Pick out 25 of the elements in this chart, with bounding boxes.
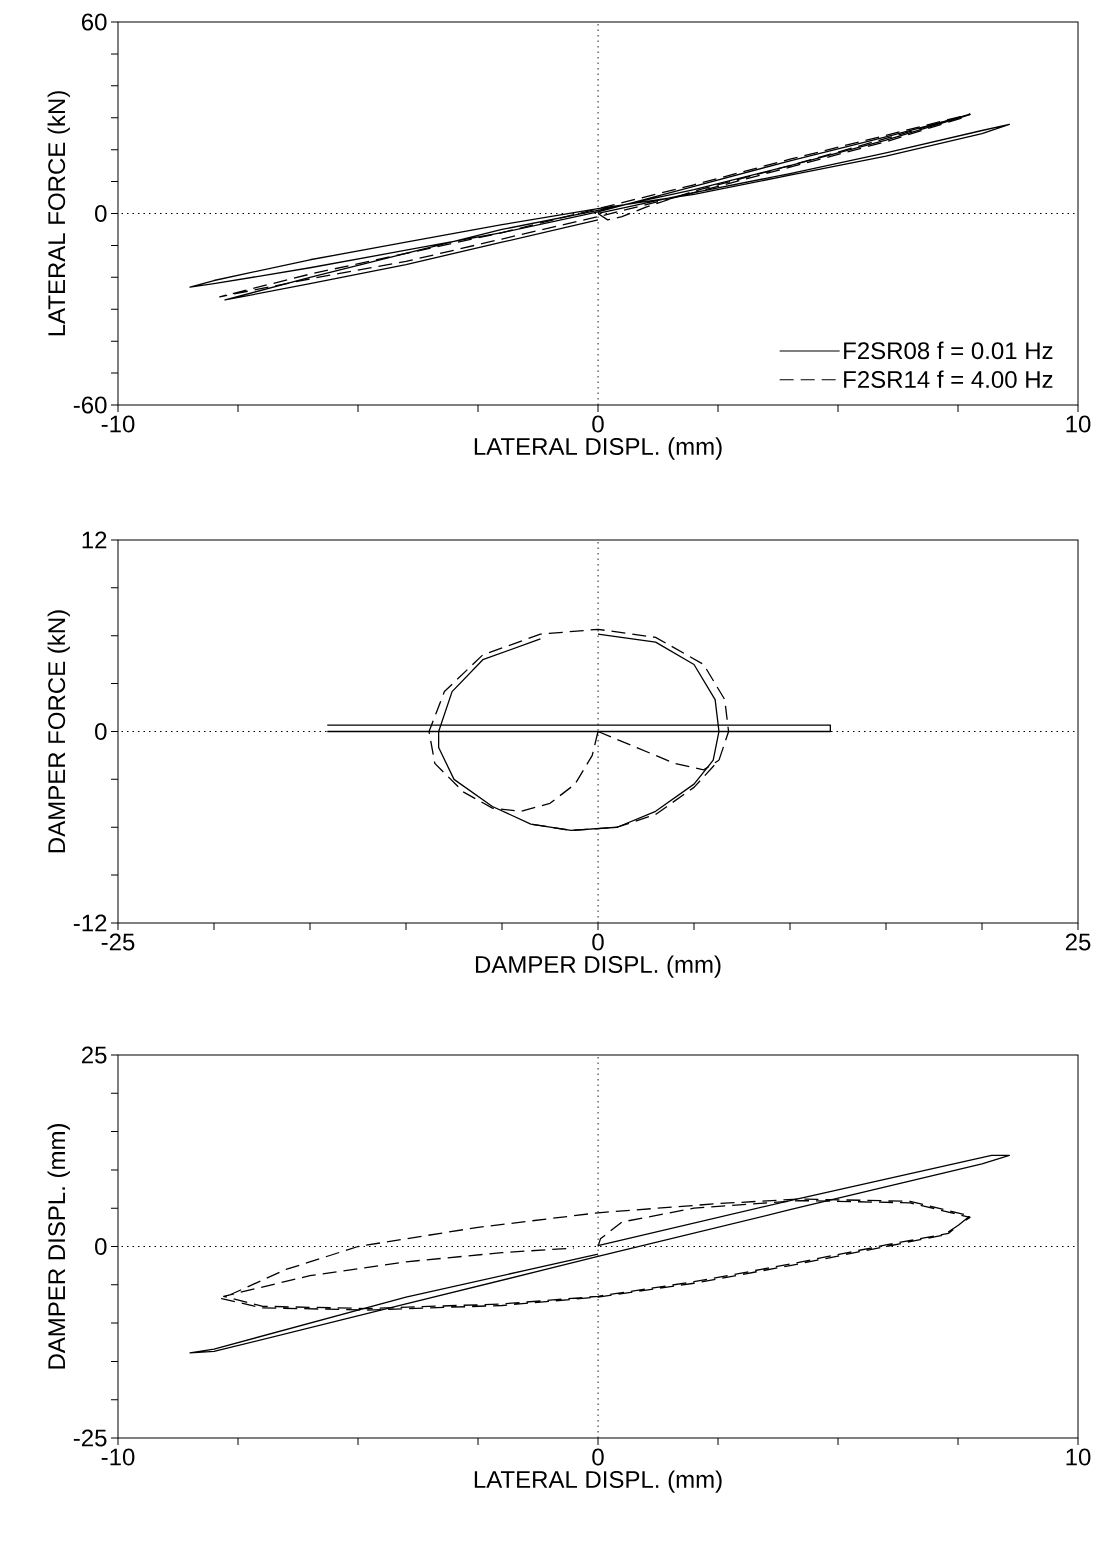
y-axis-title: DAMPER FORCE (kN) bbox=[47, 610, 70, 853]
x-tick-label: -10 bbox=[101, 415, 135, 433]
x-tick-label: 10 bbox=[1066, 1448, 1091, 1466]
legend-label: F2SR14 f = 4.00 Hz bbox=[844, 370, 1053, 389]
x-tick-label: 0 bbox=[592, 415, 604, 433]
y-tick-label: -25 bbox=[73, 1429, 107, 1447]
x-tick-label: 10 bbox=[1066, 415, 1091, 433]
y-tick-label: 0 bbox=[95, 723, 107, 740]
y-tick-label: -12 bbox=[73, 914, 107, 932]
x-tick-label: 0 bbox=[592, 1448, 604, 1466]
x-tick-label: -10 bbox=[101, 1448, 135, 1466]
y-tick-label: -60 bbox=[73, 396, 107, 414]
x-axis-title: LATERAL DISPL. (mm) bbox=[474, 1470, 722, 1493]
y-axis-title: DAMPER DISPL. (mm) bbox=[47, 1124, 70, 1369]
y-tick-label: 60 bbox=[82, 13, 107, 31]
y-tick-label: 12 bbox=[82, 531, 107, 549]
x-axis-title: DAMPER DISPL. (mm) bbox=[475, 955, 721, 978]
y-tick-label: 0 bbox=[95, 1238, 107, 1255]
x-tick-label: 25 bbox=[1065, 933, 1091, 951]
y-tick-label: 25 bbox=[81, 1046, 107, 1064]
y-tick-label: 0 bbox=[95, 204, 107, 222]
x-tick-label: 0 bbox=[592, 933, 604, 951]
x-axis-title: LATERAL DISPL. (mm) bbox=[474, 437, 722, 460]
legend-label: F2SR08 f = 0.01 Hz bbox=[844, 341, 1053, 360]
y-axis-title: LATERAL FORCE (kN) bbox=[47, 91, 70, 336]
